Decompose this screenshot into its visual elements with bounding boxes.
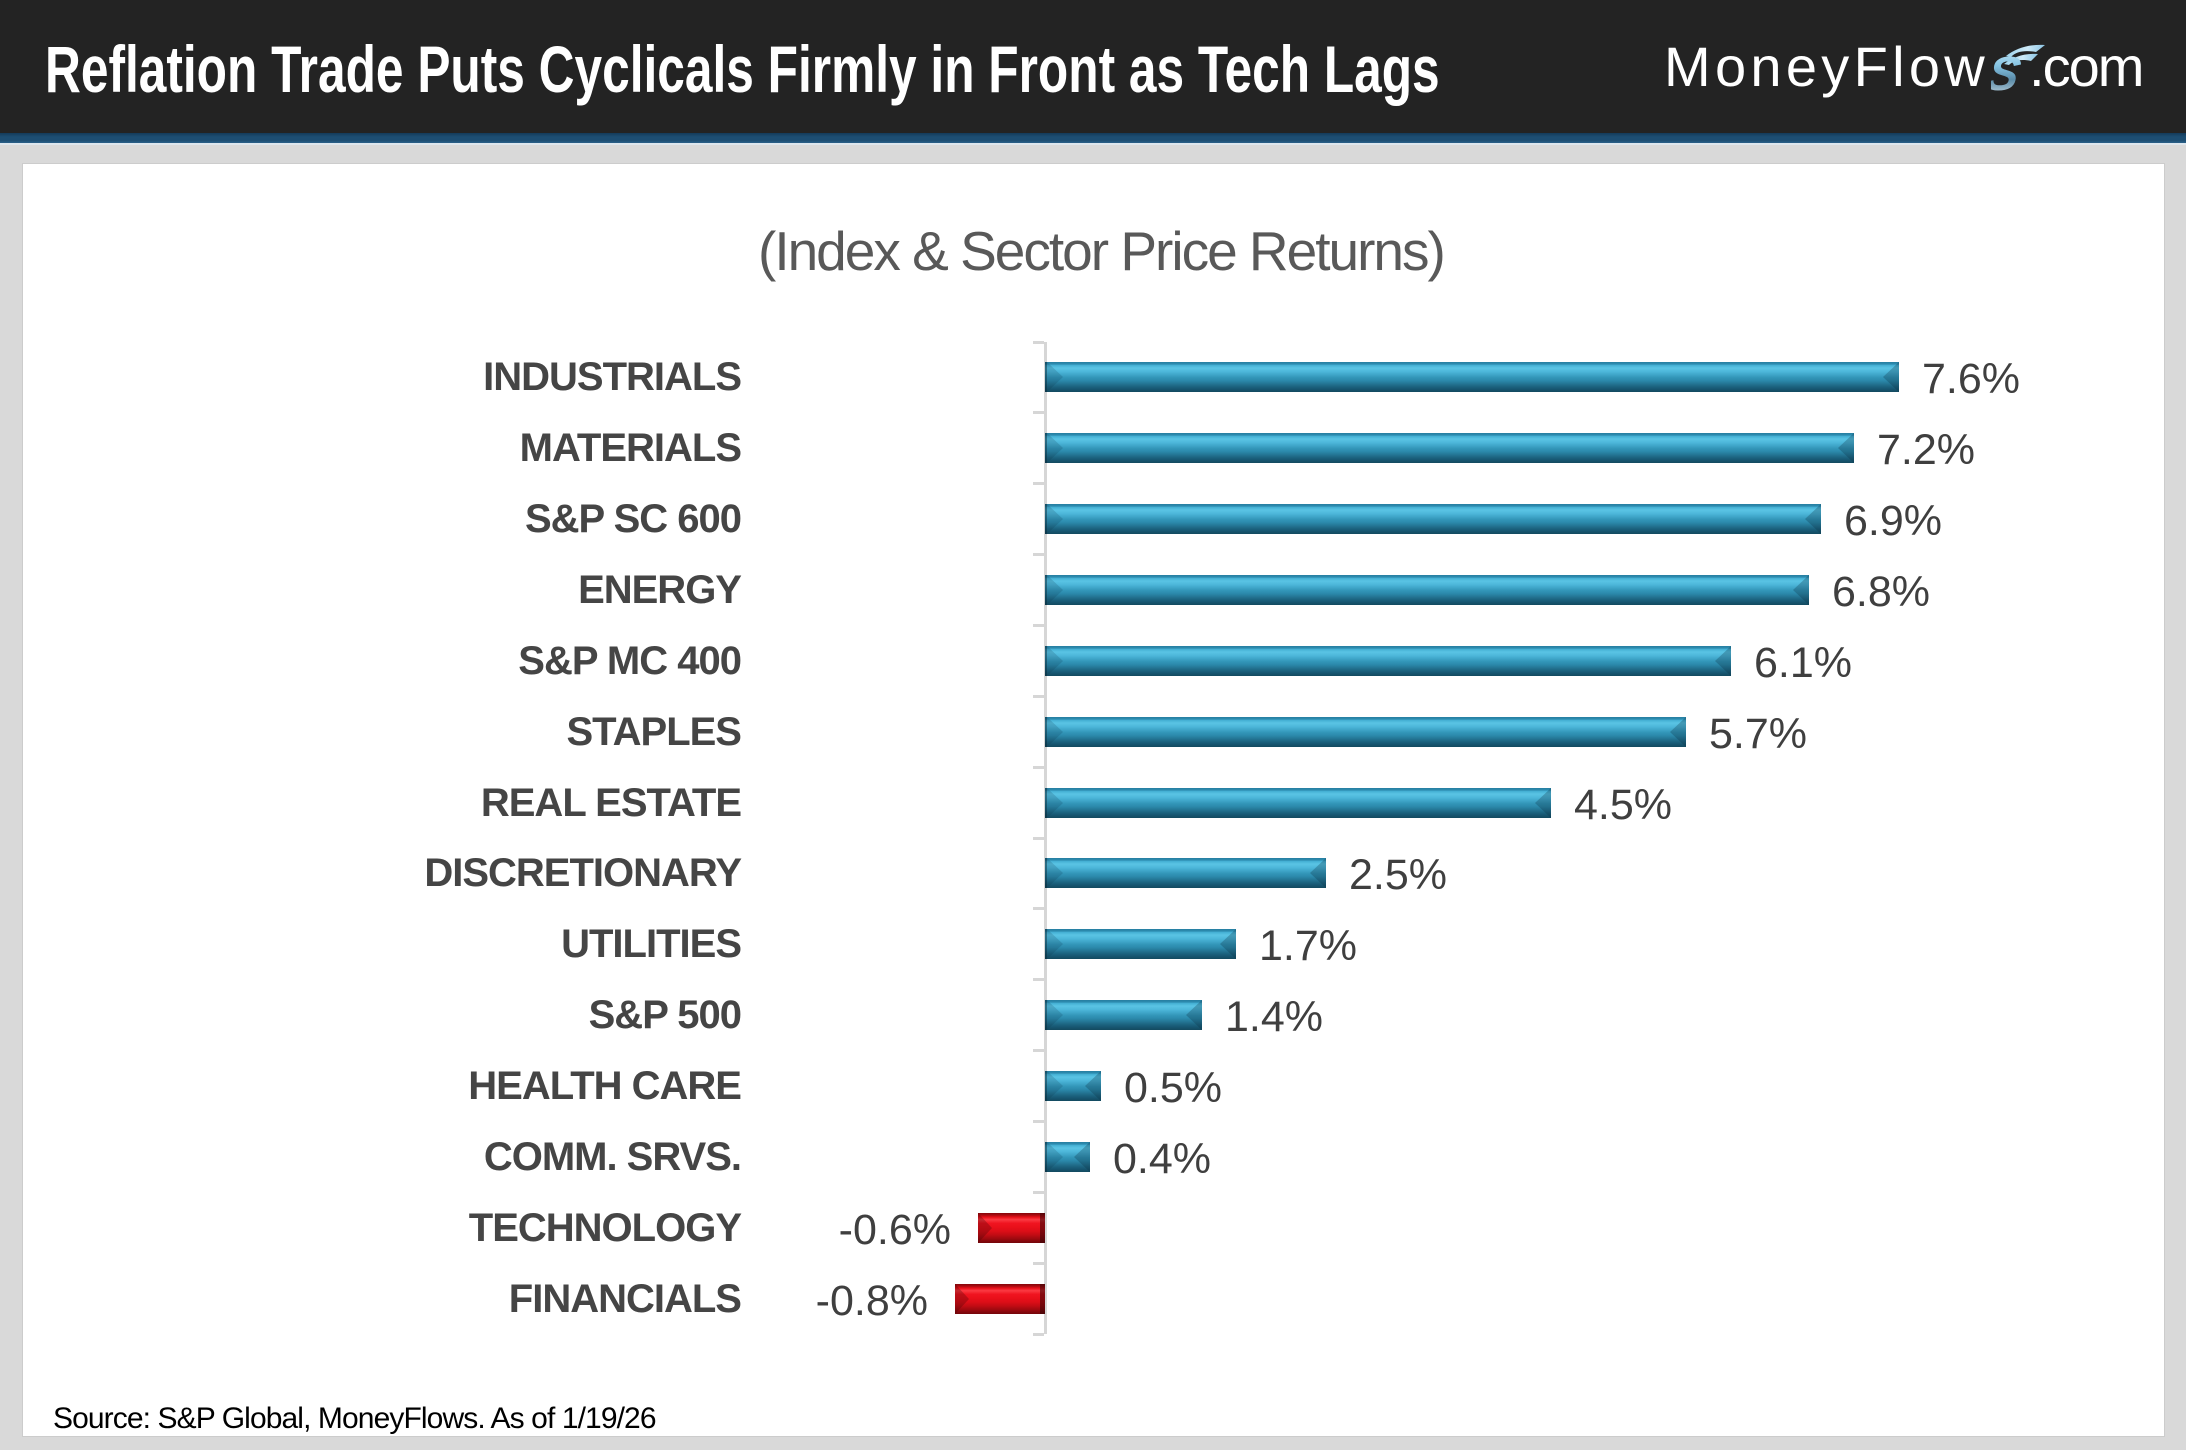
svg-text:S: S	[1991, 47, 2025, 91]
